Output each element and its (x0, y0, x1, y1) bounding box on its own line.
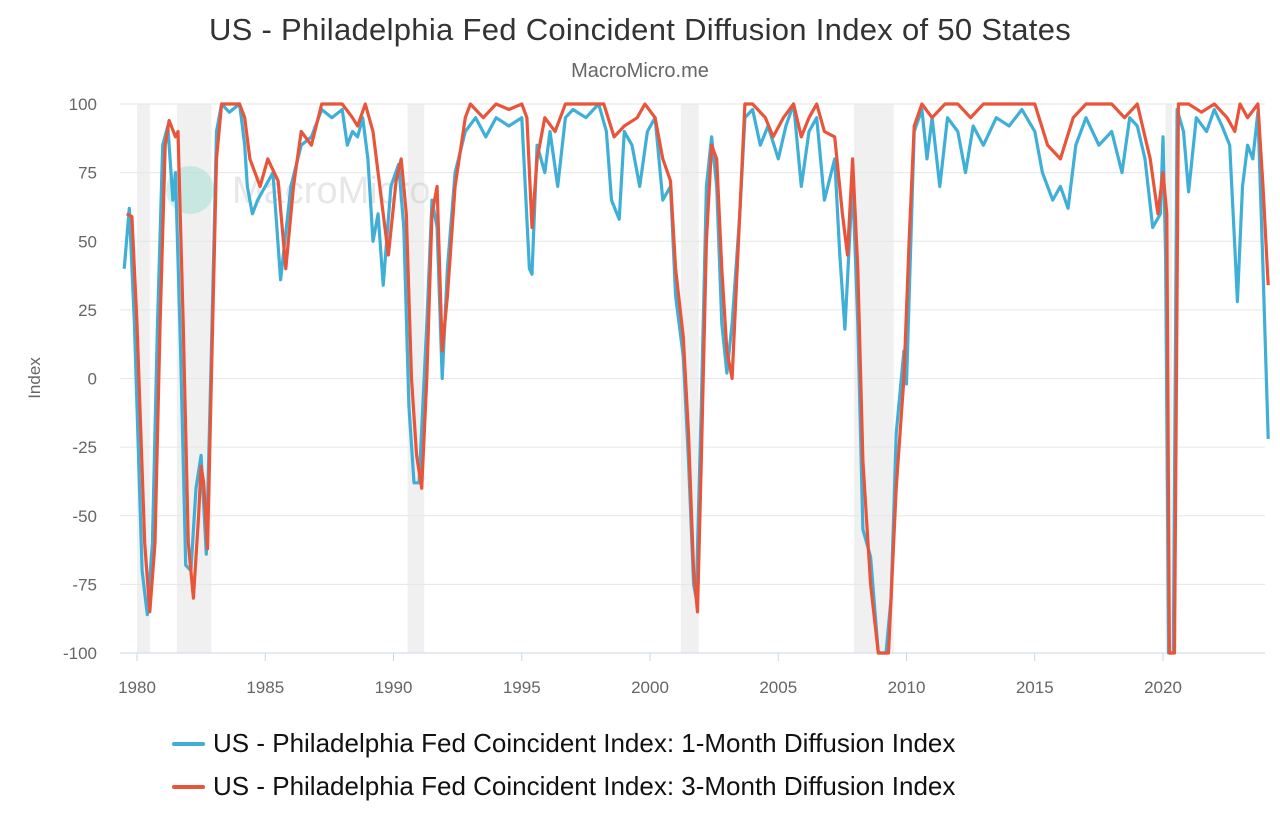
y-tick-label: 50 (78, 232, 97, 251)
y-axis-label: Index (25, 357, 44, 399)
x-tick-label: 2005 (759, 678, 797, 697)
legend-label: US - Philadelphia Fed Coincident Index: … (213, 728, 956, 758)
y-tick-label: -100 (63, 644, 97, 663)
x-tick-label: 2015 (1016, 678, 1054, 697)
chart-title: US - Philadelphia Fed Coincident Diffusi… (208, 12, 1072, 47)
y-tick-label: 25 (78, 301, 97, 320)
legend-swatch-1-month (172, 741, 205, 746)
y-tick-label: -50 (72, 507, 97, 526)
x-tick-label: 1985 (246, 678, 284, 697)
legend-item-3-month[interactable]: US - Philadelphia Fed Coincident Index: … (172, 771, 955, 802)
x-tick-label: 1980 (118, 678, 156, 697)
series-line-3-month (125, 102, 1270, 655)
x-tick-label: 1995 (503, 678, 541, 697)
legend-swatch-3-month (172, 784, 205, 789)
legend-item-1-month[interactable]: US - Philadelphia Fed Coincident Index: … (172, 728, 955, 759)
legend-label: US - Philadelphia Fed Coincident Index: … (213, 771, 956, 801)
x-tick-label: 2000 (631, 678, 669, 697)
chart-subtitle: MacroMicro.me (571, 60, 709, 82)
y-tick-label: 75 (78, 164, 97, 183)
x-tick-label: 2020 (1144, 678, 1182, 697)
y-tick-label: -75 (72, 575, 97, 594)
y-tick-label: 100 (69, 95, 97, 114)
x-tick-label: 2010 (888, 678, 926, 697)
y-tick-label: 0 (88, 370, 97, 389)
y-tick-label: -25 (72, 438, 97, 457)
x-tick-label: 1990 (375, 678, 413, 697)
